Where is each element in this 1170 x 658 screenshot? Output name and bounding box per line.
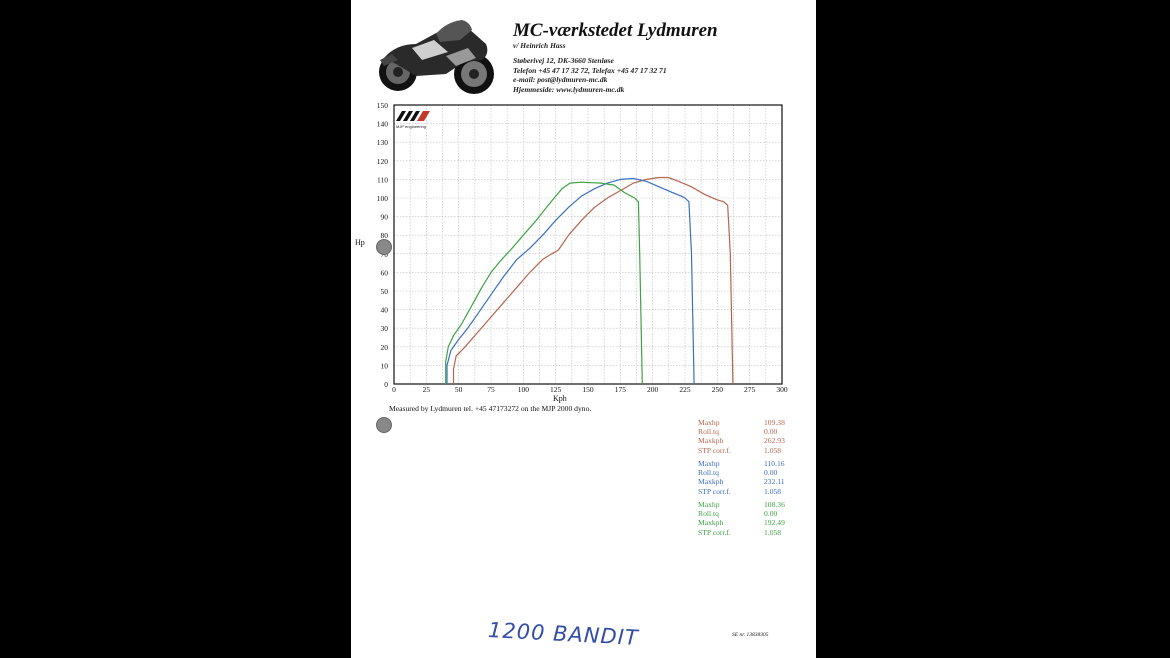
stats-key: STP corr.f. xyxy=(698,486,731,496)
y-tick-label: 80 xyxy=(381,231,389,240)
stats-value: 1.058 xyxy=(764,527,782,537)
dyno-sheet xyxy=(351,0,816,658)
stats-value: 262.93 xyxy=(764,436,785,446)
y-tick-labels: 0102030405060708090100110120130140150 xyxy=(377,101,389,389)
y-tick-label: 120 xyxy=(377,157,389,166)
x-axis-label: Kph xyxy=(553,394,567,403)
x-tick-label: 50 xyxy=(455,385,463,394)
stats-row: Roll.tq 0.00 xyxy=(698,427,785,436)
y-tick-label: 20 xyxy=(381,343,389,352)
stats-row: Maxkph 192.49 xyxy=(698,518,785,527)
x-tick-label: 75 xyxy=(487,385,495,394)
address-street: Støberivej 12, DK-3660 Stenløse xyxy=(513,56,614,65)
stats-key: Maxkph xyxy=(698,477,724,487)
stats-value: 0.00 xyxy=(764,509,778,519)
mjp-logo-text: MJP engineering xyxy=(396,124,426,129)
y-tick-label: 60 xyxy=(381,268,389,277)
x-tick-label: 100 xyxy=(518,385,530,394)
stats-value: 0.00 xyxy=(764,468,778,478)
x-tick-label: 225 xyxy=(679,385,691,394)
stats-row: Maxkph 232.11 xyxy=(698,477,785,486)
mjp-logo: MJP engineering xyxy=(396,111,430,129)
y-axis-label: Hp xyxy=(355,238,365,247)
stats-key: Maxkph xyxy=(698,518,724,528)
series-line-1 xyxy=(452,176,734,385)
y-tick-label: 50 xyxy=(381,287,389,296)
stats-value: 110.16 xyxy=(764,459,785,468)
stats-row: STP corr.f. 1.058 xyxy=(698,528,785,537)
stats-key: Maxkph xyxy=(698,436,724,446)
address-block: Støberivej 12, DK-3660 Stenløse Telefon … xyxy=(513,56,667,94)
stats-key: Maxhp xyxy=(698,418,720,427)
y-tick-label: 150 xyxy=(377,101,389,110)
x-tick-label: 25 xyxy=(423,385,431,394)
stats-value: 232.11 xyxy=(764,477,785,487)
stats-row: Maxkph 262.93 xyxy=(698,436,785,445)
plot-frame xyxy=(393,104,783,385)
stats-key: Roll.tq xyxy=(698,509,719,519)
chart-grid xyxy=(393,104,783,385)
y-tick-label: 30 xyxy=(381,324,389,333)
stats-key: Roll.tq xyxy=(698,468,719,478)
stats-group-2: Maxhp 110.16 Roll.tq 0.00 Maxkph 232.11 STP co… xyxy=(698,459,785,496)
stats-value: 1.058 xyxy=(764,486,782,496)
stats-row: Maxhp 109.38 xyxy=(698,418,785,427)
stats-row: Roll.tq 0.00 xyxy=(698,468,785,477)
stats-key: Maxhp xyxy=(698,500,720,509)
address-email: e-mail: post@lydmuren-mc.dk xyxy=(513,75,608,85)
stats-key: Maxhp xyxy=(698,459,720,468)
stats-value: 0.00 xyxy=(764,427,778,437)
x-tick-label: 300 xyxy=(776,385,788,394)
x-tick-label: 175 xyxy=(615,385,627,394)
measured-note: Measured by Lydmuren tel. +45 47173272 o… xyxy=(389,404,592,413)
stats-value: 1.058 xyxy=(764,445,782,455)
x-tick-label: 0 xyxy=(392,385,396,394)
x-tick-labels: 0 25 50 75 100 125 150 175 200 225 250 275 300 xyxy=(392,385,788,394)
stats-key: STP corr.f. xyxy=(698,445,731,455)
punch-hole-top xyxy=(376,239,392,255)
stats-group-3: Maxhp 108.36 Roll.tq 0.00 Maxkph 192.49 STP co… xyxy=(698,500,785,537)
y-tick-label: 130 xyxy=(377,138,389,147)
chart-series xyxy=(445,176,734,385)
punch-hole-bottom xyxy=(376,417,392,433)
owner-line: v/ Heinrich Hass xyxy=(513,41,566,50)
stats-value: 109.38 xyxy=(764,418,785,427)
stats-row: Maxhp 110.16 xyxy=(698,459,785,468)
x-tick-label: 150 xyxy=(582,385,594,394)
y-tick-label: 0 xyxy=(384,380,388,389)
stats-row: Roll.tq 0.00 xyxy=(698,509,785,518)
y-tick-label: 40 xyxy=(381,306,389,315)
x-tick-label: 250 xyxy=(712,385,724,394)
motorcycle-logo xyxy=(379,20,494,94)
y-tick-label: 110 xyxy=(377,175,388,184)
dyno-chart: MJP engineering 010203040506070809010011… xyxy=(355,101,788,403)
stats-row: STP corr.f. 1.058 xyxy=(698,446,785,455)
y-tick-label: 90 xyxy=(381,213,389,222)
x-tick-label: 125 xyxy=(550,385,562,394)
stats-group-1: Maxhp 109.38 Roll.tq 0.00 Maxkph 262.93 STP co… xyxy=(698,418,785,455)
stats-key: STP corr.f. xyxy=(698,527,731,537)
address-website: Hjemmeside: www.lydmuren-mc.dk xyxy=(513,84,625,94)
stats-row: Maxhp 108.36 xyxy=(698,500,785,509)
company-name: MC-værkstedet Lydmuren xyxy=(513,20,718,41)
stats-value: 108.36 xyxy=(764,500,785,509)
address-phone: Telefon +45 47 17 32 72, Telefax +45 47 … xyxy=(513,65,667,75)
x-tick-label: 200 xyxy=(647,385,659,394)
stats-key: Roll.tq xyxy=(698,427,719,437)
y-tick-label: 100 xyxy=(377,194,389,203)
serial-number: SE nr. 13838305 xyxy=(732,632,769,638)
series-line-2 xyxy=(446,177,695,385)
y-tick-label: 10 xyxy=(381,361,389,370)
x-tick-label: 275 xyxy=(744,385,756,394)
series-line-3 xyxy=(445,181,643,385)
y-tick-label: 140 xyxy=(377,120,389,129)
stats-value: 192.49 xyxy=(764,518,785,528)
stats-row: STP corr.f. 1.058 xyxy=(698,487,785,496)
